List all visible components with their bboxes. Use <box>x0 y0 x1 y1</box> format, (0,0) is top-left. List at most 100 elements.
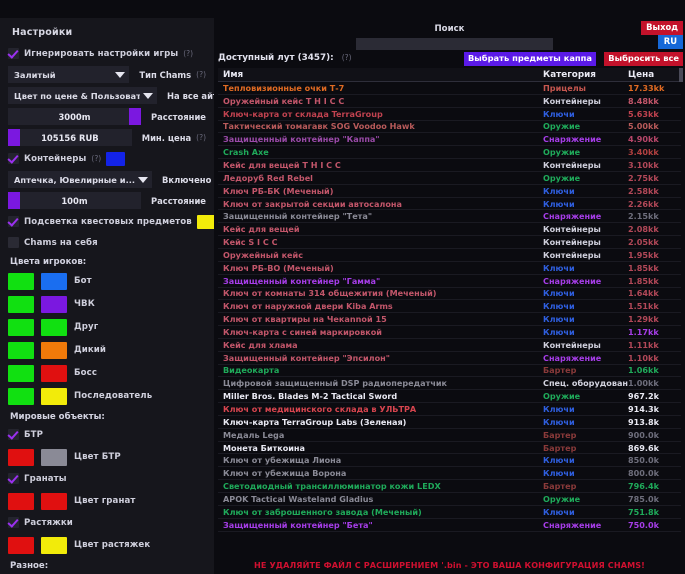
player-color-row[interactable]: Последователь <box>8 385 206 407</box>
vertical-scrollbar[interactable] <box>679 68 683 82</box>
player-color-row[interactable]: Друг <box>8 316 206 338</box>
table-row[interactable]: Цифровой защищенный DSP радиопередатчик С… <box>218 377 681 391</box>
color-swatch-primary[interactable] <box>8 448 34 466</box>
slider-min-price-handle[interactable] <box>8 129 20 146</box>
player-color-row[interactable]: Дикий <box>8 339 206 361</box>
table-row[interactable]: Miller Bros. Blades M-2 Tactical Sword Ор… <box>218 390 681 404</box>
table-row[interactable]: Медаль Lega Бартер 900.0k <box>218 429 681 442</box>
drop-all-button[interactable]: Выбросить все <box>604 52 683 66</box>
column-header-category[interactable]: Категория <box>543 69 596 80</box>
table-row[interactable]: Ключ РБ-ВО (Меченый) Ключи 1.85kk <box>218 262 681 275</box>
setting-tripwires-color[interactable]: Цвет растяжек <box>8 534 206 556</box>
color-swatch-containers[interactable] <box>106 151 126 166</box>
slider-distance-2-handle[interactable] <box>8 192 20 209</box>
setting-distance-1[interactable]: 3000m Расстояние <box>8 107 206 126</box>
checkbox-tripwires[interactable] <box>8 517 19 528</box>
color-swatch-primary[interactable] <box>8 364 34 382</box>
setting-containers[interactable]: Контейнеры (?) <box>8 149 206 168</box>
color-swatch-primary[interactable] <box>8 341 34 359</box>
checkbox-grenades[interactable] <box>8 473 19 484</box>
color-swatch-quest-highlight[interactable] <box>196 214 216 229</box>
table-row[interactable]: Тепловизионные очки Т-7 Прицелы 17.33kk <box>218 82 681 95</box>
setting-item-filter[interactable]: Аптечка, Ювелирные и... Включено <box>8 170 211 189</box>
setting-ignore-game-settings[interactable]: Игнерировать настройки игры (?) <box>8 44 206 63</box>
exit-button[interactable]: Выход <box>641 21 683 35</box>
setting-grenades[interactable]: Гранаты <box>8 469 206 488</box>
table-row[interactable]: Светодиодный трансиллюминатор кожи LEDX Б… <box>218 480 681 493</box>
color-swatch-secondary[interactable] <box>41 387 67 405</box>
table-row[interactable]: Защищенный контейнер "Каппа" Снаряжение 4.… <box>218 133 681 147</box>
dropdown-item-filter[interactable]: Аптечка, Ювелирные и... <box>8 171 153 188</box>
setting-grenades-color[interactable]: Цвет гранат <box>8 490 206 512</box>
table-row[interactable]: Ключ от медицинского склада в УЛЬТРА Ключ… <box>218 403 681 416</box>
table-row[interactable]: Ледоруб Red Rebel Оружие 2.75kk <box>218 172 681 185</box>
color-swatch-secondary[interactable] <box>41 536 67 554</box>
setting-color-by-price[interactable]: Цвет по цене & Пользователи На все айтем… <box>8 86 238 105</box>
table-row[interactable]: Защищенный контейнер "Тета" Снаряжение 2.1… <box>218 210 681 224</box>
table-row[interactable]: Оружейный кейс Контейнеры 1.95kk <box>218 249 681 262</box>
table-row[interactable]: Ключ от убежища Лиона Ключи 850.0k <box>218 454 681 468</box>
player-color-row[interactable]: Босс <box>8 362 206 384</box>
table-row[interactable]: Оружейный кейс Т Н I C C Контейнеры 8.48kk <box>218 95 681 108</box>
setting-btr-color[interactable]: Цвет БТР <box>8 446 206 468</box>
checkbox-containers[interactable] <box>8 153 19 164</box>
table-row[interactable]: Ключ-карта с синей маркировкой Ключи 1.17k… <box>218 326 681 339</box>
checkbox-chams-on-self[interactable] <box>8 237 19 248</box>
checkbox-btr[interactable] <box>8 429 19 440</box>
table-row[interactable]: Ключ РБ-БК (Меченый) Ключи 2.58kk <box>218 185 681 198</box>
table-row[interactable]: Монета Биткоина Бартер 869.6k <box>218 442 681 455</box>
table-row[interactable]: Кейс для хлама Контейнеры 1.11kk <box>218 339 681 352</box>
color-swatch-secondary[interactable] <box>41 295 67 313</box>
table-row[interactable]: Ключ-карта TerraGroup Labs (Зеленая) Ключ… <box>218 416 681 429</box>
player-color-row[interactable]: ЧВК <box>8 293 206 315</box>
table-row[interactable]: Защищенный контейнер "Эпсилон" Снаряжение… <box>218 352 681 365</box>
color-swatch-secondary[interactable] <box>41 448 67 466</box>
help-icon-containers[interactable]: (?) <box>91 154 102 163</box>
column-header-name[interactable]: Имя <box>223 69 244 80</box>
setting-min-price[interactable]: 105156 RUB Мин. цена (?) <box>8 128 206 147</box>
color-swatch-secondary[interactable] <box>41 492 67 510</box>
column-header-price[interactable]: Цена <box>628 69 655 80</box>
player-color-row[interactable]: Бот <box>8 270 206 292</box>
slider-distance-2[interactable]: 100m <box>8 192 141 209</box>
table-row[interactable]: Ключ от заброшенного завода (Меченый) Клю… <box>218 506 681 519</box>
setting-btr[interactable]: БТР <box>8 425 206 444</box>
setting-chams-on-self[interactable]: Chams на себя <box>8 233 206 252</box>
setting-tripwires[interactable]: Растяжки <box>8 513 206 532</box>
table-row[interactable]: APOK Tactical Wasteland Gladius Оружие 785… <box>218 493 681 506</box>
table-row[interactable]: Кейс для вещей Контейнеры 2.08kk <box>218 223 681 237</box>
color-swatch-primary[interactable] <box>8 295 34 313</box>
dropdown-color-by-price[interactable]: Цвет по цене & Пользователи <box>8 87 157 104</box>
setting-quest-highlight[interactable]: Подсветка квестовых предметов <box>8 212 216 231</box>
table-row[interactable]: Ключ от комнаты 314 общежития (Меченый) К… <box>218 288 681 301</box>
table-row[interactable]: Ключ от наружной двери Kiba Arms Ключи 1.5… <box>218 300 681 314</box>
setting-chams-type[interactable]: Залитый Тип Chams (?) <box>8 65 206 84</box>
table-row[interactable]: Ключ-карта от склада TerraGroup Ключи 5.63… <box>218 108 681 121</box>
setting-distance-2[interactable]: 100m Расстояние <box>8 191 206 210</box>
dropdown-chams-type[interactable]: Залитый <box>8 66 130 83</box>
search-input[interactable] <box>356 38 553 50</box>
checkbox-quest-highlight[interactable] <box>8 216 19 227</box>
table-row[interactable]: Кейс S I C C Контейнеры 2.05kk <box>218 236 681 249</box>
table-row[interactable]: Ключ от закрытой секции автосалона Ключи 2… <box>218 198 681 211</box>
help-icon-ignore-game-settings[interactable]: (?) <box>183 49 194 58</box>
table-row[interactable]: Видеокарта Бартер 1.06kk <box>218 365 681 378</box>
language-button[interactable]: RU <box>657 35 683 49</box>
color-swatch-primary[interactable] <box>8 387 34 405</box>
color-swatch-primary[interactable] <box>8 318 34 336</box>
color-swatch-primary[interactable] <box>8 272 34 290</box>
checkbox-ignore-game-settings[interactable] <box>8 48 19 59</box>
slider-distance-1[interactable]: 3000m <box>8 108 141 125</box>
color-swatch-secondary[interactable] <box>41 341 67 359</box>
table-row[interactable]: Ключ от убежища Ворона Ключи 800.0k <box>218 467 681 481</box>
table-row[interactable]: Защищенный контейнер "Гамма" Снаряжение 1.… <box>218 275 681 288</box>
help-icon-loot[interactable]: (?) <box>341 53 352 62</box>
color-swatch-primary[interactable] <box>8 492 34 510</box>
table-row[interactable]: Тактический томагавк SOG Voodoo Hawk Оруж… <box>218 121 681 134</box>
color-swatch-secondary[interactable] <box>41 318 67 336</box>
help-icon-min-price[interactable]: (?) <box>196 133 206 142</box>
slider-distance-1-handle[interactable] <box>128 108 141 125</box>
table-row[interactable]: Crash Axe Оружие 3.40kk <box>218 146 681 160</box>
help-icon-chams-type[interactable]: (?) <box>196 70 206 79</box>
color-swatch-secondary[interactable] <box>41 364 67 382</box>
